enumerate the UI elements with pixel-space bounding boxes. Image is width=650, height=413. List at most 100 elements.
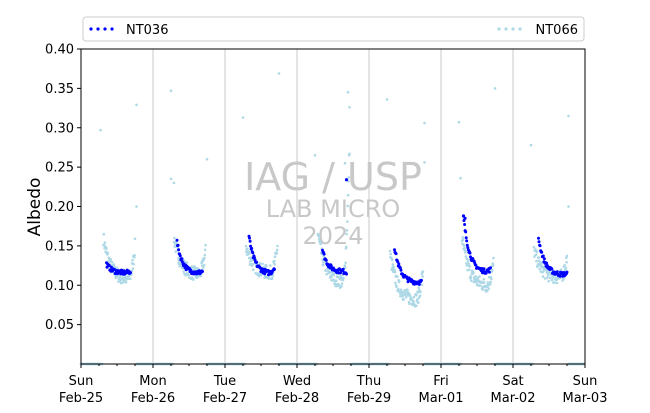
data-point <box>421 275 424 278</box>
data-point <box>481 288 485 291</box>
data-point <box>470 279 473 283</box>
data-point <box>472 271 475 275</box>
data-point <box>252 256 256 259</box>
data-point <box>540 264 543 267</box>
data-point <box>107 263 111 267</box>
x-tick-label-date: Feb-27 <box>203 391 247 406</box>
data-point <box>174 250 178 253</box>
data-point <box>464 236 468 240</box>
data-point <box>464 255 468 258</box>
data-point <box>410 297 413 300</box>
data-point <box>193 265 197 269</box>
data-point <box>537 236 540 240</box>
y-tick-label: 0.30 <box>45 121 74 136</box>
data-point <box>558 274 562 278</box>
data-point <box>133 237 137 241</box>
data-point <box>565 270 569 274</box>
data-point <box>324 258 328 262</box>
data-point <box>135 103 138 107</box>
x-tick-label-day: Sun <box>69 374 94 389</box>
data-point <box>465 262 468 265</box>
data-point <box>537 259 541 263</box>
data-point <box>321 263 325 267</box>
data-point <box>553 281 557 284</box>
data-point <box>467 268 471 272</box>
data-point <box>535 250 539 254</box>
legend-marker <box>110 27 114 31</box>
data-point <box>395 275 399 279</box>
data-point <box>468 251 472 255</box>
data-point <box>482 281 486 284</box>
data-point <box>187 273 190 277</box>
data-point <box>129 271 132 275</box>
data-point <box>493 87 497 90</box>
data-point <box>275 252 279 255</box>
data-point <box>176 243 180 247</box>
x-tick-label-date: Feb-25 <box>59 391 103 406</box>
data-point <box>417 296 421 300</box>
data-point <box>416 298 419 301</box>
data-point <box>398 280 401 283</box>
data-point <box>392 265 395 269</box>
data-point <box>474 275 477 278</box>
data-point <box>131 258 134 262</box>
data-point <box>395 285 398 289</box>
data-point <box>135 205 138 208</box>
data-point <box>563 268 567 272</box>
legend-marker <box>518 27 522 31</box>
data-point <box>346 91 350 94</box>
data-point <box>261 262 264 266</box>
x-tick-label-day: Wed <box>283 374 311 389</box>
data-point <box>324 269 328 273</box>
data-point <box>418 294 422 298</box>
data-point <box>469 276 473 279</box>
data-point <box>414 304 418 308</box>
legend-marker <box>511 27 515 31</box>
data-point <box>251 262 255 266</box>
data-point <box>487 275 491 279</box>
data-point <box>270 277 274 280</box>
data-point <box>250 247 254 250</box>
data-point <box>489 280 492 284</box>
data-point <box>385 98 389 101</box>
data-point <box>263 272 267 276</box>
data-point <box>543 277 547 280</box>
data-point <box>248 236 251 240</box>
data-point <box>133 253 136 257</box>
data-point <box>109 265 113 269</box>
legend: NT036 NT066 <box>82 16 585 42</box>
data-point <box>550 267 554 271</box>
data-point <box>390 258 394 262</box>
data-point <box>340 285 343 288</box>
y-tick-label: 0.05 <box>45 318 74 333</box>
data-point <box>273 263 276 266</box>
legend-label: NT036 <box>126 23 168 38</box>
data-point <box>535 259 538 263</box>
y-tick-label: 0.25 <box>45 161 74 176</box>
data-point <box>537 240 541 244</box>
data-point <box>185 261 189 265</box>
x-tick-label-day: Mon <box>139 374 166 389</box>
data-point <box>564 266 568 270</box>
x-tick-label-date: Mar-02 <box>491 391 536 406</box>
data-point <box>468 265 472 268</box>
data-point <box>461 238 465 241</box>
data-point <box>459 176 462 180</box>
data-point <box>423 161 426 164</box>
data-point <box>404 296 408 299</box>
data-point <box>195 272 199 276</box>
data-point <box>202 266 205 269</box>
data-point <box>241 116 245 119</box>
data-point <box>394 252 398 256</box>
data-point <box>203 256 206 260</box>
data-point <box>332 273 336 277</box>
data-point <box>478 275 481 278</box>
data-point <box>457 120 461 124</box>
data-point <box>399 268 403 272</box>
data-point <box>133 255 136 259</box>
data-point <box>258 262 262 265</box>
data-point <box>177 248 181 252</box>
data-point <box>115 275 118 279</box>
data-point <box>346 220 349 223</box>
